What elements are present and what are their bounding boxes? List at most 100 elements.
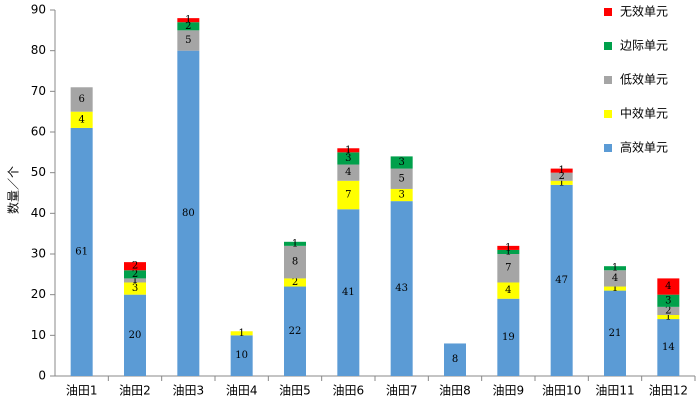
bar-segment: [337, 152, 360, 165]
value-label: 1: [238, 328, 244, 339]
value-label: 1: [292, 238, 298, 249]
value-label: 1: [558, 165, 564, 176]
bar-segment: [177, 50, 200, 377]
bar-segment: [284, 278, 306, 287]
legend-label: 高效单元: [620, 140, 668, 155]
x-tick-label: 油田4: [226, 384, 258, 398]
legend-swatch: [604, 144, 612, 152]
value-label: 41: [342, 287, 355, 298]
value-label: 4: [665, 281, 671, 292]
bar-segment: [444, 343, 466, 376]
bar-segment: [657, 315, 680, 320]
bar-segment: [497, 298, 520, 376]
value-label: 22: [289, 326, 302, 337]
y-tick-label: 30: [31, 247, 46, 261]
x-tick-label: 油田10: [542, 384, 581, 398]
value-label: 3: [398, 157, 404, 168]
bar-segment: [390, 188, 413, 202]
bar-segment: [177, 18, 200, 23]
bar-segment: [657, 306, 680, 315]
value-label: 43: [395, 283, 408, 294]
bar-segment: [124, 282, 146, 295]
bar-segment: [337, 148, 360, 153]
bar-segment: [284, 241, 306, 246]
bar-segment: [497, 254, 520, 283]
x-tick-label: 油田1: [66, 384, 98, 398]
value-label: 1: [132, 275, 138, 286]
bar-segment: [550, 168, 573, 173]
bar-segment: [337, 164, 360, 181]
x-tick-label: 油田6: [333, 384, 365, 398]
legend-swatch: [604, 110, 612, 118]
y-tick-label: 50: [31, 165, 46, 179]
bar-segment: [497, 282, 520, 299]
bar-segment: [604, 286, 626, 291]
x-tick-label: 油田2: [119, 384, 151, 398]
bar-segment: [284, 245, 306, 279]
x-tick-label: 油田11: [595, 384, 634, 398]
x-tick-label: 油田12: [649, 384, 688, 398]
value-label: 5: [398, 173, 404, 184]
value-label: 47: [555, 275, 568, 286]
value-label: 4: [78, 114, 84, 125]
bar-segment: [124, 270, 146, 279]
y-tick-label: 20: [31, 287, 46, 301]
bar-segment: [604, 270, 626, 287]
bar-segment: [497, 249, 520, 254]
value-label: 3: [345, 153, 351, 164]
bar-segment: [70, 111, 93, 128]
bar-segment: [124, 262, 146, 271]
value-label: 6: [78, 94, 84, 105]
bar-segment: [390, 201, 413, 376]
value-label: 8: [292, 257, 298, 268]
legend-swatch: [604, 76, 612, 84]
bar-segment: [390, 168, 413, 189]
x-tick-label: 油田3: [173, 384, 205, 398]
y-tick-label: 40: [31, 206, 46, 220]
bar-segment: [550, 184, 573, 376]
x-tick-label: 油田9: [493, 384, 525, 398]
value-label: 1: [185, 15, 191, 26]
value-label: 2: [558, 171, 564, 182]
bar-segment: [230, 331, 253, 336]
bar-segment: [337, 180, 360, 210]
value-label: 14: [662, 342, 675, 353]
value-label: 21: [609, 328, 622, 339]
legend-swatch: [604, 42, 612, 50]
value-label: 1: [612, 283, 618, 294]
bar-segment: [284, 286, 306, 376]
value-label: 61: [75, 246, 88, 257]
value-label: 2: [292, 277, 298, 288]
value-label: 2: [132, 269, 138, 280]
value-label: 2: [185, 21, 191, 32]
bar-segment: [550, 172, 573, 181]
value-label: 1: [665, 312, 671, 323]
bar-segment: [177, 22, 200, 31]
value-label: 4: [345, 167, 351, 178]
legend-label: 边际单元: [620, 39, 668, 53]
value-label: 19: [502, 332, 515, 343]
value-label: 4: [505, 285, 511, 296]
value-label: 2: [665, 305, 671, 316]
value-label: 8: [452, 354, 458, 365]
y-tick-label: 90: [31, 3, 46, 17]
y-axis-label: 数量／个: [6, 166, 21, 214]
value-label: 3: [665, 295, 671, 306]
x-tick-label: 油田5: [279, 384, 311, 398]
value-label: 2: [132, 261, 138, 272]
bar-segment: [657, 319, 680, 376]
bar-segment: [497, 245, 520, 250]
bar-segment: [657, 294, 680, 307]
value-label: 4: [612, 273, 618, 284]
value-label: 80: [182, 208, 195, 219]
bar-segment: [124, 278, 146, 283]
value-label: 10: [235, 350, 248, 361]
bar-segment: [337, 209, 360, 376]
y-tick-label: 70: [31, 84, 46, 98]
legend-label: 无效单元: [620, 4, 668, 19]
y-tick-label: 80: [31, 43, 46, 57]
bar-segment: [657, 278, 680, 295]
legend-label: 低效单元: [620, 72, 668, 87]
bar-segment: [70, 127, 93, 376]
